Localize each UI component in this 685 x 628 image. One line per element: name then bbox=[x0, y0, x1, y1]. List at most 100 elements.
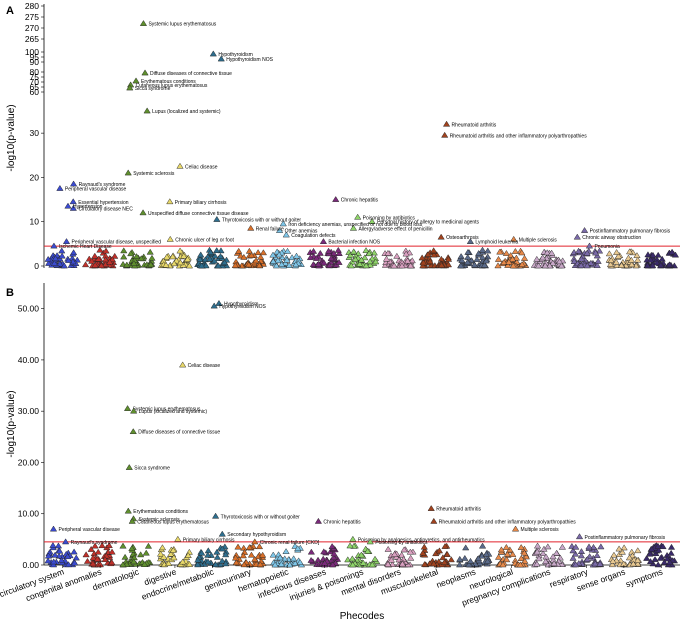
point-label-a: Systemic sclerosis bbox=[133, 171, 175, 177]
x-axis-label: Phecodes bbox=[340, 611, 384, 622]
point-label-a: Systemic lupus erythematosus bbox=[148, 22, 216, 28]
point-b-bg bbox=[441, 543, 449, 549]
point-b-bg bbox=[83, 557, 92, 564]
point-a-bg bbox=[593, 252, 601, 259]
point-a-labeled bbox=[166, 235, 174, 242]
point-b-bg bbox=[204, 547, 212, 554]
point-label-a: Coagulation defects bbox=[291, 233, 336, 239]
point-a-bg bbox=[643, 262, 652, 269]
point-b-bg bbox=[142, 549, 150, 556]
point-a-bg bbox=[406, 262, 415, 269]
point-a-bg bbox=[274, 257, 282, 264]
point-a-bg bbox=[220, 259, 229, 266]
point-b-bg bbox=[659, 543, 667, 550]
point-b-bg bbox=[286, 561, 294, 568]
point-a-bg bbox=[539, 254, 547, 261]
point-b-bg bbox=[130, 558, 138, 565]
point-a-bg bbox=[649, 262, 657, 269]
point-label-a: Chronic airway obstruction bbox=[582, 235, 641, 241]
point-a-bg bbox=[633, 252, 641, 259]
point-a-bg bbox=[438, 262, 446, 268]
point-a-bg bbox=[183, 255, 192, 262]
point-b-labeled bbox=[124, 507, 132, 514]
point-a-bg bbox=[607, 257, 615, 263]
point-a-bg bbox=[606, 261, 615, 267]
point-a-bg bbox=[272, 262, 281, 269]
point-a-bg bbox=[613, 249, 621, 255]
point-b-labeled bbox=[62, 538, 70, 545]
point-b-bg bbox=[517, 544, 525, 550]
point-a-bg bbox=[180, 252, 188, 259]
point-b-bg bbox=[121, 553, 129, 560]
point-a-bg bbox=[91, 261, 99, 268]
point-a-labeled bbox=[368, 218, 376, 225]
point-a-bg bbox=[549, 259, 557, 266]
point-b-bg bbox=[419, 549, 427, 556]
point-a-labeled bbox=[64, 202, 72, 209]
point-a-bg bbox=[583, 249, 591, 256]
point-a-bg bbox=[278, 261, 286, 268]
point-b-bg bbox=[471, 560, 479, 567]
point-b-labeled bbox=[314, 517, 323, 524]
point-a-bg bbox=[473, 256, 481, 262]
point-label-b: Thyrotoxicosis with or without goiter bbox=[221, 514, 301, 520]
point-b-bg bbox=[213, 553, 222, 560]
point-a-bg bbox=[419, 262, 427, 269]
point-label-b: Systemic lupus erythematosus bbox=[133, 407, 201, 413]
point-label-a: Personal history of allergy to medicinal… bbox=[377, 220, 479, 226]
point-b-bg bbox=[542, 558, 550, 564]
point-b-bg bbox=[170, 554, 178, 561]
point-b-bg bbox=[577, 552, 585, 559]
point-a-labeled bbox=[585, 242, 594, 249]
panel-label-a: A bbox=[6, 5, 14, 17]
point-a-bg bbox=[518, 249, 526, 256]
point-b-bg bbox=[499, 561, 507, 568]
point-a-bg bbox=[384, 249, 392, 256]
point-b-bg bbox=[93, 555, 101, 562]
point-b-bg bbox=[608, 561, 617, 568]
point-a-bg bbox=[494, 262, 502, 269]
point-a-labeled bbox=[69, 180, 78, 187]
point-b-bg bbox=[222, 551, 230, 558]
point-a-bg bbox=[240, 253, 248, 260]
point-b-bg bbox=[364, 547, 372, 554]
point-a-bg bbox=[211, 252, 219, 259]
point-b-bg bbox=[629, 560, 637, 567]
point-a-bg bbox=[478, 246, 487, 253]
point-label-b: Cutaneous lupus erythematosus bbox=[137, 519, 209, 525]
point-a-labeled bbox=[573, 233, 581, 240]
point-label-a: Hypertension bbox=[73, 204, 103, 210]
point-b-bg bbox=[371, 555, 379, 562]
point-b-labeled bbox=[366, 538, 374, 545]
point-a-bg bbox=[430, 247, 438, 254]
point-label-a: Peripheral vascular disease, unspecified bbox=[72, 240, 162, 246]
point-b-bg bbox=[368, 561, 376, 568]
point-a-bg bbox=[51, 255, 60, 262]
point-a-bg bbox=[546, 262, 554, 269]
point-label-b: Chronic renal failure [CKD] bbox=[260, 540, 320, 546]
point-a-bg bbox=[127, 250, 135, 257]
point-b-bg bbox=[439, 554, 447, 561]
point-a-bg bbox=[91, 252, 99, 259]
point-a-bg bbox=[475, 249, 483, 256]
point-a-bg bbox=[45, 259, 53, 266]
point-a-bg bbox=[275, 251, 283, 258]
point-a-bg bbox=[577, 262, 585, 269]
point-b-bg bbox=[544, 543, 552, 550]
point-label-a: Pneumonia bbox=[594, 244, 620, 250]
point-b-bg bbox=[593, 552, 601, 559]
point-b-bg bbox=[656, 554, 665, 561]
point-b-bg bbox=[222, 560, 230, 567]
point-a-bg bbox=[500, 259, 508, 266]
point-a-bg bbox=[106, 258, 114, 265]
point-a-labeled bbox=[209, 50, 217, 57]
point-a-bg bbox=[148, 254, 156, 261]
point-a-bg bbox=[44, 255, 52, 262]
point-b-bg bbox=[461, 554, 469, 561]
panel-label-b: B bbox=[6, 287, 14, 299]
point-label-a: Hypothyroidism NOS bbox=[226, 57, 273, 63]
point-a-bg bbox=[176, 247, 184, 254]
point-a-bg bbox=[482, 257, 490, 264]
point-b-bg bbox=[290, 555, 298, 562]
